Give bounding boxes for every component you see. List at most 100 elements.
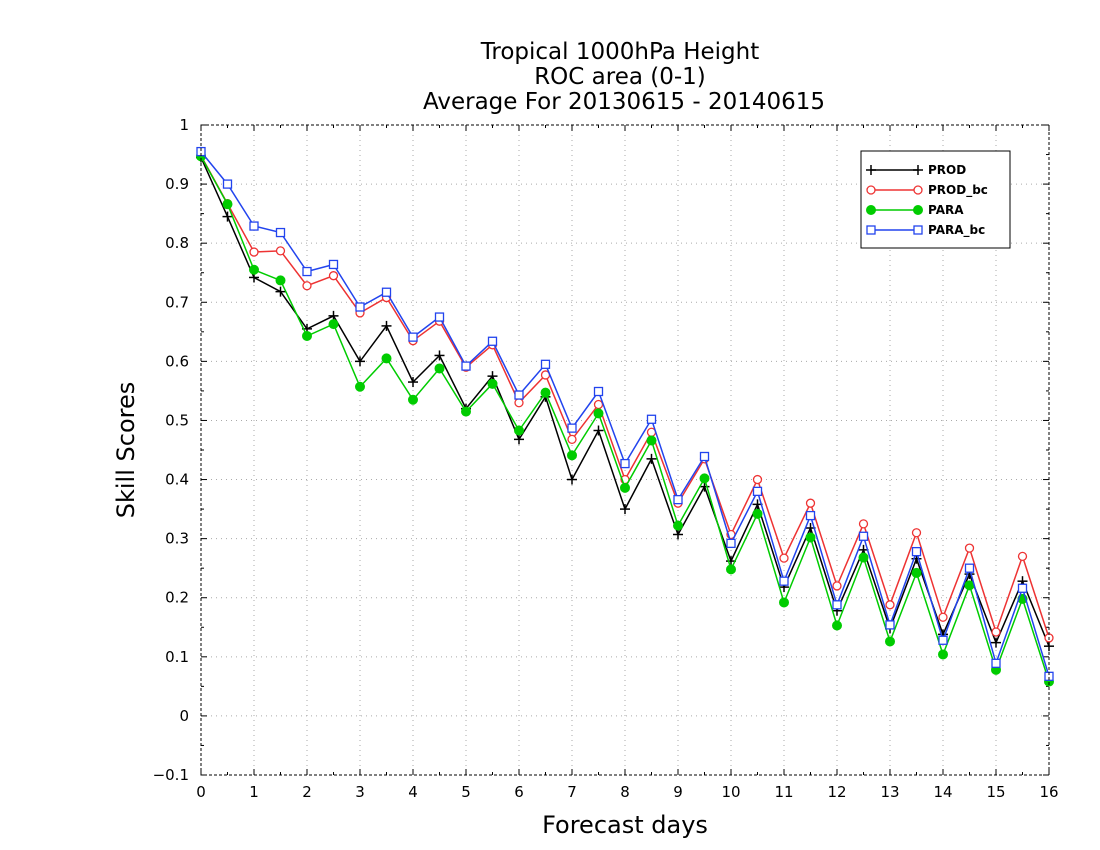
data-point-prod-bc	[249, 247, 259, 257]
data-point-prod-bc	[514, 398, 524, 408]
data-point-prod	[222, 211, 233, 222]
data-point-para	[620, 482, 630, 493]
data-point-prod-bc	[885, 600, 895, 610]
data-point-para	[514, 425, 524, 436]
data-point-prod	[381, 320, 392, 331]
x-tick-label: 13	[880, 783, 899, 801]
y-tick-label: −0.1	[153, 766, 189, 784]
data-point-prod-bc	[964, 543, 975, 553]
data-point-para-bc	[249, 221, 259, 231]
data-point-prod	[567, 474, 577, 485]
data-point-para	[911, 567, 922, 578]
data-point-prod-bc	[275, 246, 286, 256]
grid	[201, 125, 1049, 775]
data-point-para	[646, 435, 657, 446]
data-point-para-bc	[355, 302, 365, 312]
plot-frame	[200, 124, 1050, 776]
data-point-para	[355, 381, 365, 392]
data-point-para	[832, 620, 842, 631]
y-tick-label: 0.1	[165, 648, 189, 666]
legend: PROD PROD_bc PARA PARA_bc	[860, 150, 1011, 249]
data-point-para	[593, 408, 604, 419]
x-tick-label: 12	[827, 783, 846, 801]
data-point-para-bc	[461, 361, 471, 371]
data-point-para	[381, 353, 392, 364]
y-tick-label: 1	[179, 116, 189, 134]
legend-marker	[866, 185, 876, 195]
data-point-prod	[646, 453, 657, 464]
data-point-para	[302, 330, 312, 341]
data-point-para-bc	[487, 336, 498, 346]
data-point-para	[938, 649, 948, 660]
data-point-para-bc	[567, 423, 577, 433]
data-point-prod-bc	[911, 528, 922, 538]
data-point-para	[858, 552, 869, 563]
x-axis-label: Forecast days	[542, 811, 708, 839]
y-tick-label: 0.8	[165, 234, 189, 252]
x-tick-label: 10	[721, 783, 740, 801]
y-axis-label: Skill Scores	[112, 382, 140, 519]
data-point-para	[249, 264, 259, 275]
data-point-para-bc	[805, 510, 816, 521]
data-point-prod	[593, 425, 604, 436]
data-point-para-bc	[514, 390, 524, 400]
data-point-para-bc	[593, 386, 604, 397]
legend-label: PROD	[928, 163, 966, 177]
data-point-para	[328, 319, 339, 330]
x-tick-label: 8	[620, 783, 630, 801]
x-tick-label: 11	[774, 783, 793, 801]
legend-marker	[866, 205, 876, 215]
data-point-prod-bc	[938, 612, 948, 622]
title-line-3: Average For 20130615 - 20140615	[423, 89, 825, 115]
y-tick-label: 0.7	[165, 293, 189, 311]
data-point-prod-bc	[858, 519, 869, 529]
data-point-para-bc	[752, 486, 763, 497]
legend-label: PROD_bc	[928, 183, 988, 198]
data-point-para-bc	[911, 546, 922, 557]
data-point-para-bc	[222, 179, 233, 189]
data-point-prod-bc	[593, 399, 604, 410]
data-point-prod	[673, 529, 683, 540]
data-point-para-bc	[646, 414, 657, 424]
legend-entry-prod: PROD	[866, 163, 966, 177]
legend-box	[860, 150, 1011, 249]
data-point-para-bc	[832, 600, 842, 610]
x-tick-label: 4	[408, 783, 418, 801]
legend-marker	[913, 165, 923, 175]
data-point-para-bc	[381, 287, 392, 297]
data-point-para-bc	[620, 458, 630, 469]
data-point-prod-bc	[567, 434, 577, 445]
data-point-prod	[434, 350, 445, 361]
data-point-para-bc	[434, 312, 445, 322]
chart-title: Tropical 1000hPa Height ROC area (0-1) A…	[423, 39, 825, 115]
data-point-prod-bc	[302, 281, 312, 291]
x-tick-label: 0	[196, 783, 206, 801]
x-tick-label: 15	[986, 783, 1005, 801]
data-point-para	[779, 597, 789, 608]
legend-marker	[913, 185, 923, 195]
data-point-para	[540, 387, 551, 398]
data-point-prod	[355, 356, 365, 367]
data-point-prod-bc	[805, 498, 816, 508]
x-tick-label: 6	[514, 783, 524, 801]
data-point-para	[408, 394, 418, 405]
data-point-para	[699, 473, 710, 484]
x-tick-label: 7	[567, 783, 577, 801]
data-point-para-bc	[1017, 583, 1028, 593]
data-point-para	[805, 532, 816, 543]
data-point-para-bc	[673, 494, 683, 505]
data-point-prod-bc	[1017, 551, 1028, 562]
data-point-prod	[408, 377, 418, 388]
x-tick-label: 14	[933, 783, 952, 801]
data-point-prod-bc	[752, 474, 763, 485]
data-point-para-bc	[408, 332, 418, 342]
legend-marker	[866, 165, 876, 175]
y-tick-label: 0.2	[165, 589, 189, 607]
data-point-para	[567, 450, 577, 461]
data-point-prod	[275, 286, 286, 297]
data-point-para	[673, 520, 683, 531]
data-point-para-bc	[938, 635, 948, 645]
legend-entry-para: PARA	[866, 203, 964, 217]
data-point-para-bc	[779, 576, 789, 586]
y-tick-label: 0.3	[165, 530, 189, 548]
